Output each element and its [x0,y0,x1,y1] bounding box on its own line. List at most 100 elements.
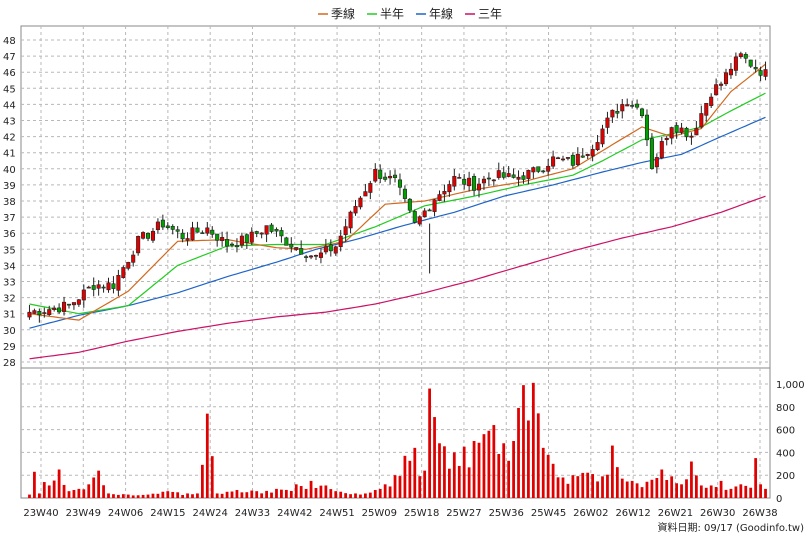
candle-body [521,175,526,180]
candle-body [358,197,363,208]
volume-bar [314,487,318,498]
candle-body [467,177,472,187]
x-tick-label: 25W27 [446,508,481,519]
annual-ma-line [29,116,766,329]
volume-bar [275,488,278,498]
volume-bar [121,494,125,498]
candle-body [674,125,679,133]
volume-bar [759,484,762,498]
candle-body [328,244,333,252]
candle-body [343,226,348,236]
candle-body [704,103,709,116]
candle-body [234,245,239,248]
candle-body [526,170,531,179]
three-year-ma-line [29,195,766,360]
volume-bar [398,476,402,498]
volume-bar [200,464,204,498]
volume-bar [354,493,357,498]
volume-bar [586,472,590,498]
volume-bar [704,487,708,498]
volume-bar [102,485,105,498]
legend-label: 年線 [429,6,453,21]
volume-bar [546,454,550,498]
candle-body [393,174,398,178]
volume-bar [220,493,224,498]
volume-tick-label: 1,000 [776,380,805,391]
candle-body [738,53,743,57]
candle-body [318,252,323,258]
candle-body [699,113,704,128]
volume-bar [339,491,343,498]
x-tick-label: 24W33 [235,508,270,519]
candle-body [427,209,432,212]
volume-bar [675,483,678,498]
candle-body [96,284,101,289]
candle-body [215,233,220,241]
price-tick-label: 35 [3,245,16,256]
x-tick-label: 24W24 [193,508,228,519]
volume-bar [403,455,407,498]
volume-bar [368,492,372,498]
volume-bar [196,493,199,498]
price-tick-label: 29 [3,342,16,353]
candle-body [472,176,477,191]
candle-body [373,168,378,182]
candle-body [669,127,674,139]
candle-body [442,191,447,195]
candle-body [417,216,422,225]
volume-bar [171,491,175,498]
candle-body [279,230,284,237]
candle-body [462,178,467,185]
candle-body [580,155,585,158]
volume-bar [482,434,486,498]
candle-body [733,56,738,71]
candle-body [511,174,516,178]
x-tick-label: 24W06 [108,508,143,519]
volume-bar [699,485,703,498]
volume-bar [615,467,619,498]
volume-bar [536,413,540,498]
volume-bar [373,490,377,498]
volume-bar [205,413,209,498]
candle-body [249,231,254,243]
volume-bar [334,491,338,498]
volume-bar [571,475,575,498]
volume-bar [749,487,753,498]
volume-tick-label: 0 [776,494,782,505]
volume-bar [665,479,669,498]
legend-label: 半年 [380,7,404,21]
candle-body [496,170,501,178]
price-tick-label: 36 [3,229,16,240]
candle-body [52,307,57,310]
volume-bar [522,385,525,498]
x-tick-label: 25W09 [362,508,397,519]
candle-body [190,227,195,241]
volume-bar [719,480,723,498]
candle-body [501,172,506,178]
candle-body [679,127,684,133]
volume-bar [37,493,41,498]
volume-bar [680,484,683,498]
candle-body [160,219,165,228]
candle-body [210,229,215,235]
price-tick-label: 42 [3,133,16,144]
candle-body [363,191,368,197]
candle-body [684,127,689,138]
price-tick-label: 41 [3,149,16,160]
volume-bar [77,488,81,498]
volume-bar [611,445,614,498]
volume-bar [660,469,664,498]
candle-body [71,302,76,306]
volume-bar [635,483,639,498]
candle-body [422,210,427,218]
volume-bar [388,486,392,498]
x-tick-label: 25W36 [489,508,524,519]
volume-bar [729,488,733,498]
price-tick-label: 44 [3,100,16,111]
price-tick-label: 40 [3,165,16,176]
price-tick-label: 37 [3,213,16,224]
candle-body [264,225,269,235]
candle-body [585,153,590,156]
candle-body [605,117,610,128]
